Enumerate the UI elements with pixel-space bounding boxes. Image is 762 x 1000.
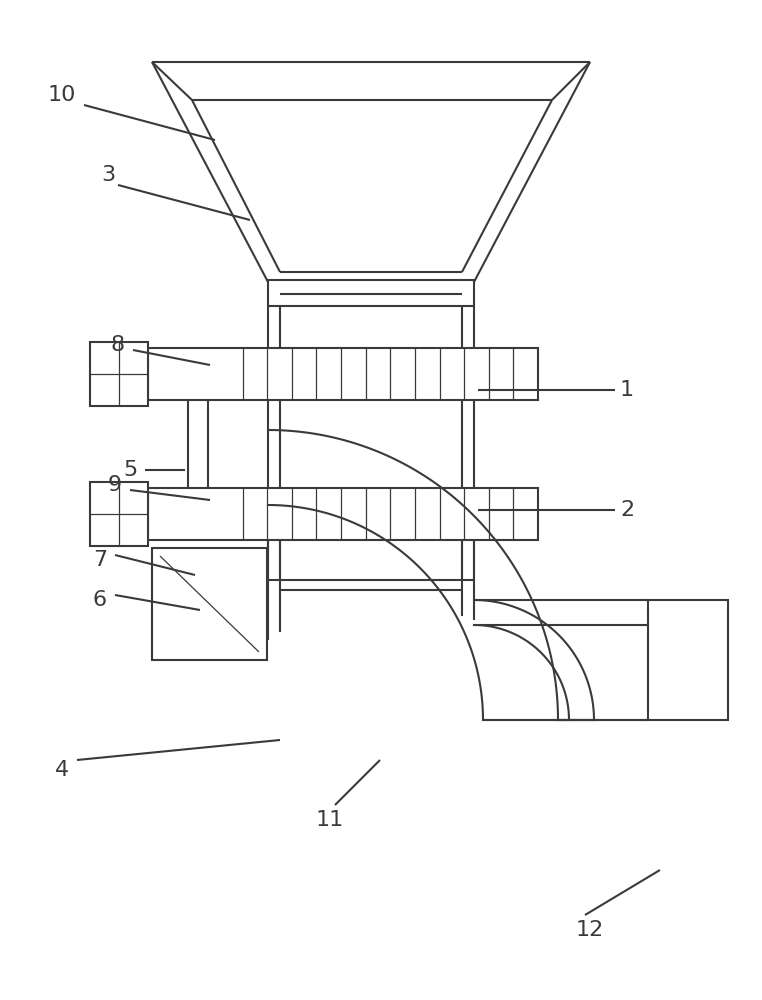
Bar bbox=[268, 280, 474, 306]
Bar bbox=[90, 482, 148, 546]
Bar bbox=[148, 488, 538, 540]
Text: 8: 8 bbox=[111, 335, 125, 355]
Text: 9: 9 bbox=[108, 475, 122, 495]
Text: 4: 4 bbox=[55, 760, 69, 780]
Text: 5: 5 bbox=[123, 460, 137, 480]
Text: 1: 1 bbox=[620, 380, 634, 400]
Text: 11: 11 bbox=[316, 810, 344, 830]
Bar bbox=[152, 548, 267, 660]
Text: 6: 6 bbox=[93, 590, 107, 610]
Bar bbox=[148, 348, 538, 400]
Text: 7: 7 bbox=[93, 550, 107, 570]
Bar bbox=[648, 600, 728, 720]
Text: 10: 10 bbox=[48, 85, 76, 105]
Text: 2: 2 bbox=[620, 500, 634, 520]
Bar bbox=[90, 342, 148, 406]
Text: 12: 12 bbox=[576, 920, 604, 940]
Text: 3: 3 bbox=[101, 165, 115, 185]
